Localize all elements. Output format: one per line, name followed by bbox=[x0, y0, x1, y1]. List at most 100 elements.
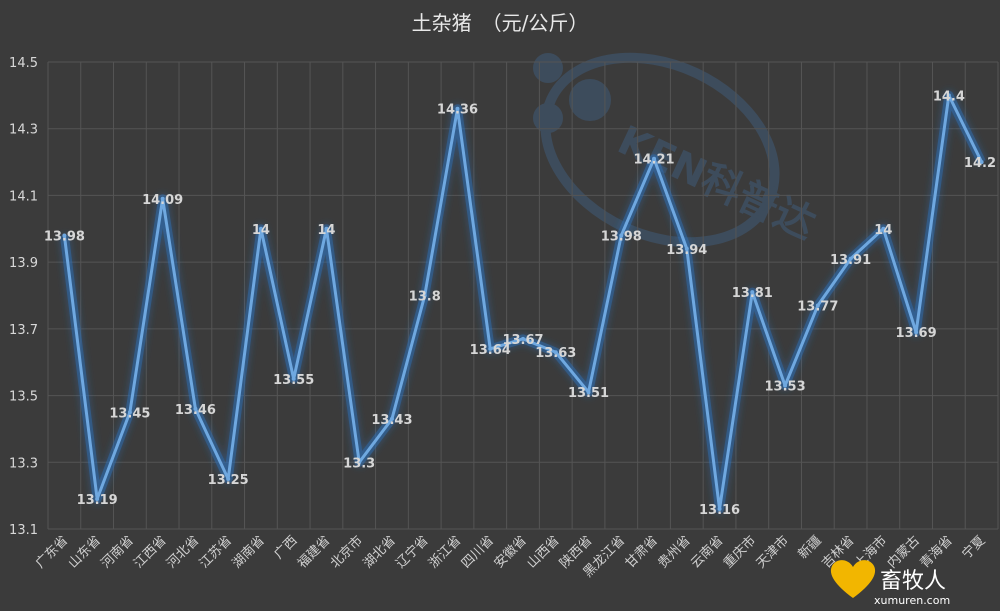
data-point bbox=[914, 330, 919, 335]
x-tick-label: 云南省 bbox=[687, 533, 726, 572]
data-label: 13.91 bbox=[830, 253, 871, 268]
y-tick-label: 14.5 bbox=[9, 56, 38, 71]
data-point bbox=[95, 496, 100, 501]
data-label: 13.25 bbox=[208, 473, 249, 488]
site-logo: 畜牧人 xumuren.com bbox=[830, 560, 950, 607]
x-tick-label: 宁夏 bbox=[959, 533, 989, 563]
data-point bbox=[881, 226, 886, 231]
gridlines bbox=[47, 61, 999, 530]
x-tick-label: 北京市 bbox=[327, 533, 366, 572]
data-point bbox=[455, 106, 460, 111]
data-point bbox=[815, 303, 820, 308]
series-line-glow bbox=[59, 90, 986, 514]
data-label: 13.64 bbox=[470, 343, 511, 358]
data-point bbox=[946, 93, 951, 98]
x-tick-label: 福建省 bbox=[295, 533, 333, 571]
data-point bbox=[750, 290, 755, 295]
data-point bbox=[652, 156, 657, 161]
logo-text: 畜牧人 bbox=[880, 569, 946, 594]
data-label: 13.51 bbox=[568, 386, 609, 401]
y-tick-label: 13.1 bbox=[9, 523, 38, 538]
data-label: 13.67 bbox=[502, 333, 543, 348]
data-label: 13.43 bbox=[371, 413, 412, 428]
data-label: 13.77 bbox=[797, 300, 838, 315]
y-tick-label: 14.1 bbox=[9, 189, 38, 204]
data-label: 13.45 bbox=[109, 406, 150, 421]
x-tick-label: 新疆 bbox=[795, 533, 825, 563]
series-line bbox=[59, 90, 986, 514]
x-tick-label: 山西省 bbox=[524, 533, 562, 571]
x-tick-label: 广西 bbox=[272, 533, 301, 562]
data-point bbox=[684, 246, 689, 251]
data-point bbox=[848, 256, 853, 261]
x-tick-label: 河南省 bbox=[98, 533, 137, 572]
x-tick-label: 甘肃省 bbox=[623, 533, 661, 571]
data-label: 13.53 bbox=[765, 380, 806, 395]
data-point bbox=[160, 196, 165, 201]
data-point bbox=[586, 390, 591, 395]
data-point bbox=[127, 410, 132, 415]
data-label: 14 bbox=[874, 223, 892, 238]
data-label: 14.2 bbox=[964, 156, 996, 171]
data-point bbox=[422, 293, 427, 298]
data-point bbox=[553, 350, 558, 355]
data-label: 14.36 bbox=[437, 103, 478, 118]
x-tick-label: 安徽省 bbox=[492, 533, 530, 571]
data-point bbox=[226, 476, 231, 481]
data-point bbox=[193, 406, 198, 411]
x-tick-label: 辽宁省 bbox=[393, 533, 432, 572]
x-tick-label: 浙江省 bbox=[426, 533, 464, 571]
y-tick-label: 13.5 bbox=[9, 390, 38, 405]
y-tick-label: 13.7 bbox=[9, 323, 38, 338]
data-label: 13.81 bbox=[732, 286, 773, 301]
data-label: 14.4 bbox=[933, 89, 965, 104]
y-tick-label: 13.9 bbox=[9, 256, 38, 271]
data-label: 13.3 bbox=[343, 456, 375, 471]
data-label: 14 bbox=[317, 223, 335, 238]
data-label: 13.46 bbox=[175, 403, 216, 418]
y-axis: 13.1 13.3 13.5 13.7 13.9 14.1 14.3 14.5 bbox=[9, 56, 38, 538]
data-point bbox=[291, 376, 296, 381]
data-label: 13.8 bbox=[409, 290, 441, 305]
data-point bbox=[389, 416, 394, 421]
heart-logo-icon bbox=[830, 560, 876, 598]
data-point bbox=[979, 160, 984, 165]
data-label: 13.63 bbox=[535, 346, 576, 361]
data-label: 14.09 bbox=[142, 193, 183, 208]
data-label: 13.19 bbox=[77, 493, 118, 508]
x-tick-label: 山东省 bbox=[66, 533, 104, 571]
data-point bbox=[619, 233, 624, 238]
data-point bbox=[258, 226, 263, 231]
data-label: 14.21 bbox=[633, 153, 674, 168]
data-point bbox=[717, 506, 722, 511]
watermark: KEN科普达 bbox=[533, 52, 822, 249]
x-tick-label: 青海省 bbox=[917, 533, 955, 571]
x-tick-label: 河北省 bbox=[164, 533, 202, 571]
data-point bbox=[488, 346, 493, 351]
data-point bbox=[521, 336, 525, 341]
data-point bbox=[783, 383, 788, 388]
series-line-path bbox=[62, 93, 983, 511]
data-point bbox=[324, 226, 329, 231]
y-tick-label: 13.3 bbox=[9, 456, 38, 471]
x-tick-label: 重庆市 bbox=[720, 533, 759, 572]
data-point bbox=[357, 460, 362, 465]
x-tick-label: 广东省 bbox=[33, 533, 71, 571]
chart-title: 土杂猪 （元/公斤） bbox=[412, 11, 589, 35]
x-tick-label: 湖南省 bbox=[229, 533, 268, 572]
data-label: 13.55 bbox=[273, 373, 314, 388]
x-tick-label: 天津市 bbox=[753, 533, 792, 572]
x-tick-label: 贵州省 bbox=[655, 533, 693, 571]
data-label: 13.16 bbox=[699, 503, 740, 518]
x-tick-label: 江苏省 bbox=[196, 533, 235, 572]
data-label: 14 bbox=[252, 223, 270, 238]
x-tick-label: 内蒙古 bbox=[884, 533, 923, 572]
data-label: 13.69 bbox=[896, 326, 937, 341]
logo-url: xumuren.com bbox=[874, 594, 950, 607]
data-label: 13.98 bbox=[601, 229, 642, 244]
x-tick-label: 江西省 bbox=[131, 533, 169, 571]
data-label: 13.94 bbox=[666, 243, 707, 258]
data-labels: 13.9813.1913.4514.0913.4613.251413.55141… bbox=[44, 89, 996, 518]
data-point bbox=[62, 233, 67, 238]
